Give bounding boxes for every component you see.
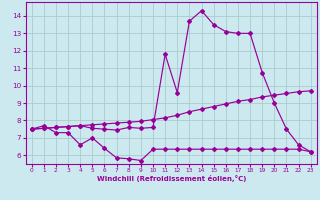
X-axis label: Windchill (Refroidissement éolien,°C): Windchill (Refroidissement éolien,°C) [97, 175, 246, 182]
